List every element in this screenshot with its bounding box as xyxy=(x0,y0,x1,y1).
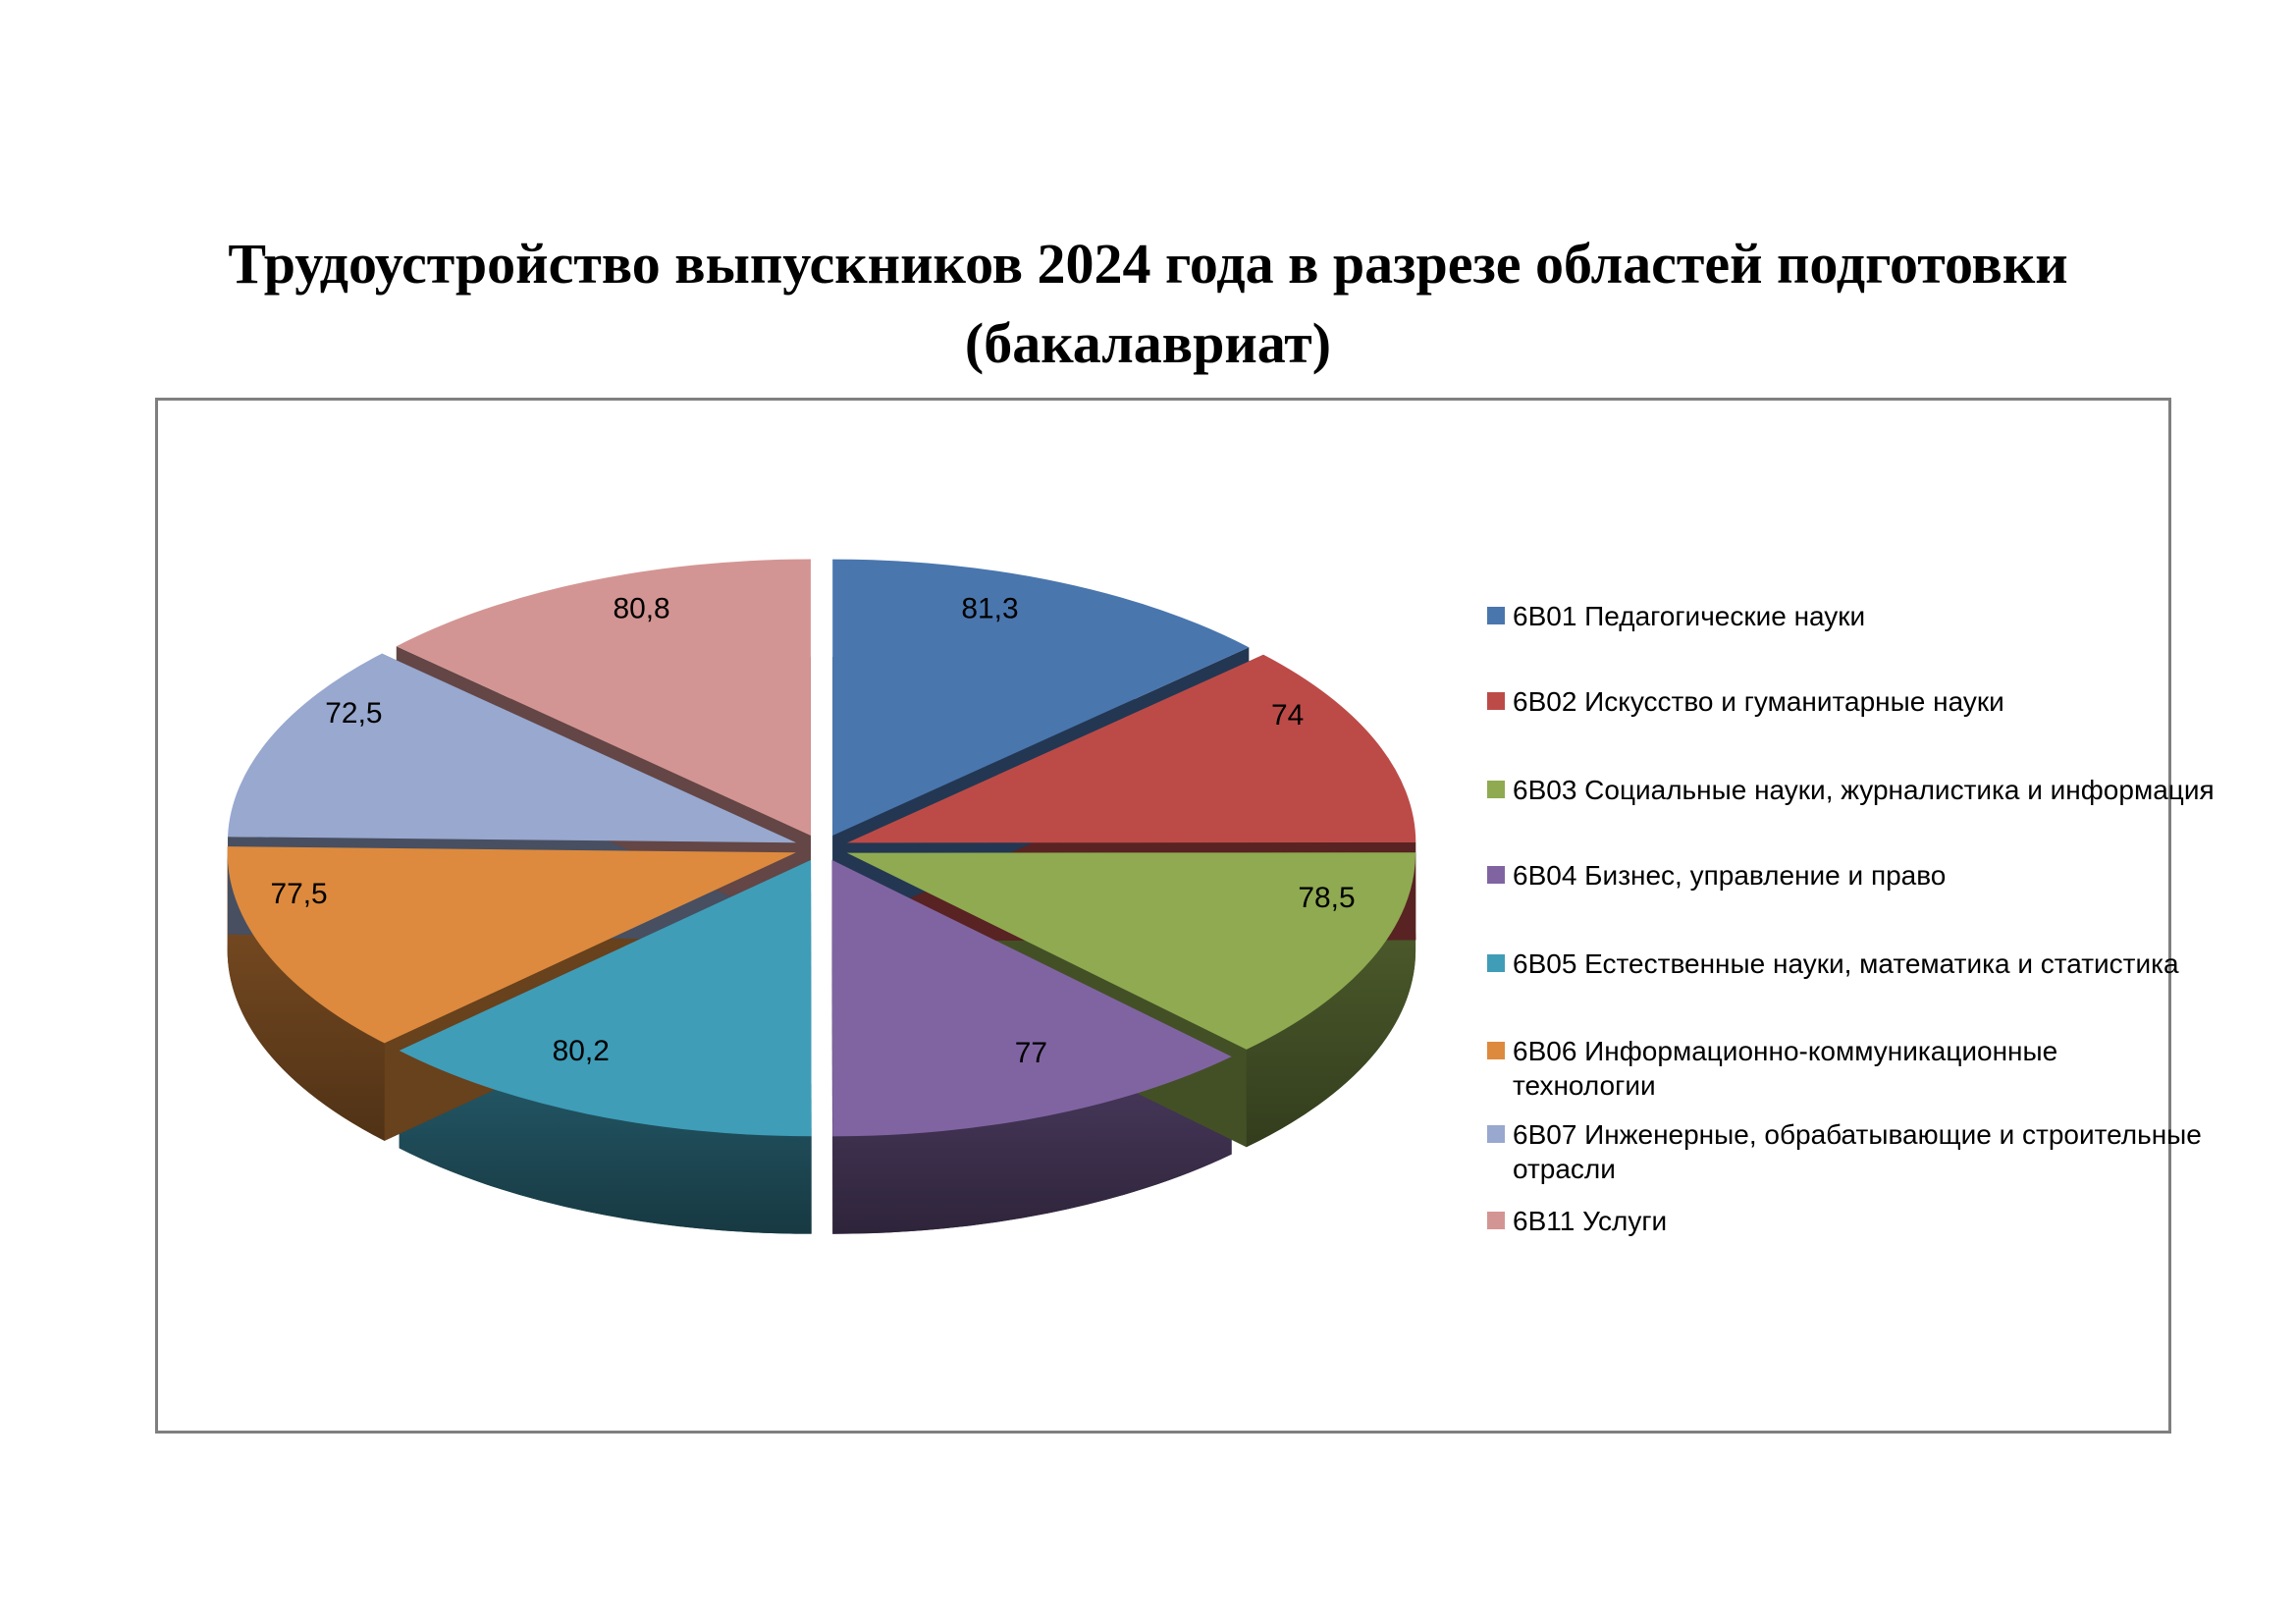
pie-data-label: 81,3 xyxy=(961,593,1018,625)
legend-label: 6В02 Искусство и гуманитарные науки xyxy=(1513,686,2004,717)
legend-item: 6В02 Искусство и гуманитарные науки xyxy=(1487,684,2004,719)
chart-title-line2: (бакалавриат) xyxy=(964,311,1332,375)
pie-slice-1 xyxy=(832,559,1250,836)
legend-item: 6В04 Бизнес, управление и право xyxy=(1487,858,1946,893)
pie-data-label: 80,8 xyxy=(613,593,669,625)
legend-swatch xyxy=(1487,866,1505,884)
pie-slice-2 xyxy=(846,654,1416,843)
legend: 6В01 Педагогические науки 6В02 Искусство … xyxy=(1487,398,2215,1434)
pie-3d-chart: 81,3 74 78,5 77 80,2 77,5 72,5 80,8 xyxy=(227,559,1416,1234)
legend-item: 6В06 Информационно-коммуникационные техно… xyxy=(1487,1034,2057,1103)
legend-label: 6В05 Естественные науки, математика и ст… xyxy=(1513,948,2179,979)
legend-label: 6В01 Педагогические науки xyxy=(1513,601,1866,631)
pie-data-label: 77 xyxy=(1015,1037,1047,1069)
legend-swatch xyxy=(1487,607,1505,624)
pie-data-label: 80,2 xyxy=(553,1035,610,1067)
pie-data-label: 74 xyxy=(1271,699,1304,731)
legend-swatch xyxy=(1487,1042,1505,1059)
pie-data-label: 72,5 xyxy=(325,697,382,730)
legend-item: 6В11 Услуги xyxy=(1487,1204,1667,1238)
chart-title-line1: Трудоустройство выпускников 2024 года в … xyxy=(228,232,2068,296)
pie-slice-rim-wall xyxy=(832,1056,1232,1234)
pie-slice-4 xyxy=(831,859,1232,1137)
pie-slice-3 xyxy=(846,852,1416,1050)
pie-labels-layer: 81,3 74 78,5 77 80,2 77,5 72,5 80,8 xyxy=(270,593,1355,1069)
legend-label: 6В03 Социальные науки, журналистика и ин… xyxy=(1513,775,2215,805)
legend-swatch xyxy=(1487,954,1505,972)
legend-label: 6В07 Инженерные, обрабатывающие и строит… xyxy=(1513,1119,2202,1184)
legend-item: 6В05 Естественные науки, математика и ст… xyxy=(1487,947,2179,981)
pie-slice-rim-wall xyxy=(227,852,385,1141)
legend-label: 6В04 Бизнес, управление и право xyxy=(1513,860,1947,891)
chart-area: 81,3 74 78,5 77 80,2 77,5 72,5 80,8 xyxy=(155,398,2171,1434)
pie-slice-7 xyxy=(228,653,797,843)
pie-slice-8 xyxy=(396,559,811,836)
pie-slice-rim-wall xyxy=(1246,852,1416,1148)
legend-swatch xyxy=(1487,692,1505,710)
pie-slice-6 xyxy=(227,846,796,1044)
pie-data-label: 78,5 xyxy=(1298,882,1355,914)
legend-swatch xyxy=(1487,1125,1505,1143)
legend-swatch xyxy=(1487,781,1505,798)
legend-item: 6В03 Социальные науки, журналистика и ин… xyxy=(1487,773,2215,807)
pie-slice-rim-wall xyxy=(399,1051,812,1234)
legend-swatch xyxy=(1487,1212,1505,1229)
pie-top-layer xyxy=(227,559,1416,1137)
pie-slice-side-face xyxy=(831,859,833,1234)
legend-label: 6В06 Информационно-коммуникационные техно… xyxy=(1513,1036,2058,1101)
chart-title: Трудоустройство выпускников 2024 года в … xyxy=(0,224,2296,383)
pie-slice-5 xyxy=(399,859,812,1137)
legend-label: 6В11 Услуги xyxy=(1513,1206,1668,1236)
legend-item: 6В01 Педагогические науки xyxy=(1487,599,1865,633)
legend-item: 6В07 Инженерные, обрабатывающие и строит… xyxy=(1487,1117,2202,1186)
pie-data-label: 77,5 xyxy=(270,878,327,910)
